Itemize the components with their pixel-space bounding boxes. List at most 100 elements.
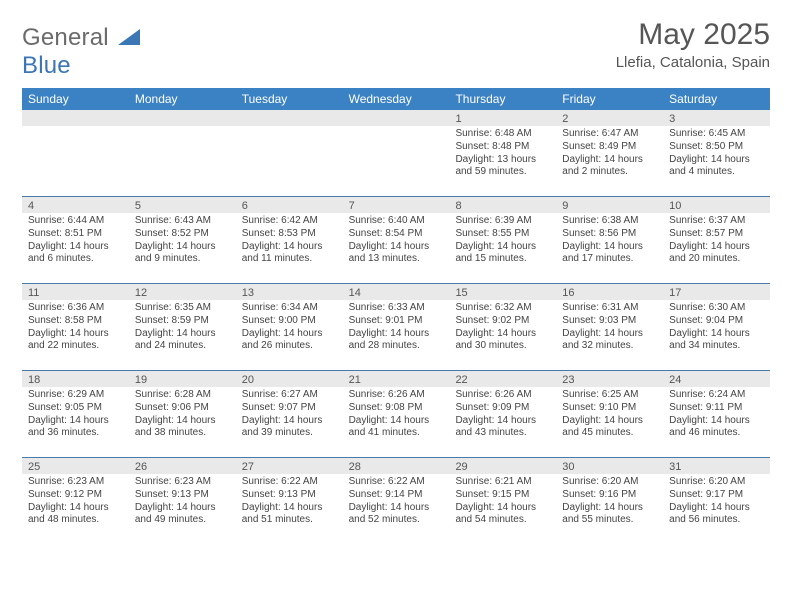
sunset-text: Sunset: 8:58 PM	[28, 315, 123, 328]
day-number: 21	[343, 371, 450, 387]
sunset-text: Sunset: 8:59 PM	[135, 315, 230, 328]
day-body: Sunrise: 6:29 AMSunset: 9:05 PMDaylight:…	[22, 387, 129, 444]
daylight-text: Daylight: 14 hours and 34 minutes.	[669, 328, 764, 354]
calendar-day: 13Sunrise: 6:34 AMSunset: 9:00 PMDayligh…	[236, 284, 343, 370]
calendar: Sunday Monday Tuesday Wednesday Thursday…	[22, 88, 770, 544]
sunset-text: Sunset: 9:01 PM	[349, 315, 444, 328]
sunrise-text: Sunrise: 6:24 AM	[669, 389, 764, 402]
sunset-text: Sunset: 9:11 PM	[669, 402, 764, 415]
day-body	[22, 126, 129, 132]
day-number: 26	[129, 458, 236, 474]
calendar-day: 28Sunrise: 6:22 AMSunset: 9:14 PMDayligh…	[343, 458, 450, 544]
calendar-day: 27Sunrise: 6:22 AMSunset: 9:13 PMDayligh…	[236, 458, 343, 544]
day-body	[343, 126, 450, 132]
sunrise-text: Sunrise: 6:25 AM	[562, 389, 657, 402]
day-body: Sunrise: 6:20 AMSunset: 9:17 PMDaylight:…	[663, 474, 770, 531]
daylight-text: Daylight: 14 hours and 20 minutes.	[669, 241, 764, 267]
day-body: Sunrise: 6:43 AMSunset: 8:52 PMDaylight:…	[129, 213, 236, 270]
daylight-text: Daylight: 14 hours and 43 minutes.	[455, 415, 550, 441]
sunrise-text: Sunrise: 6:48 AM	[455, 128, 550, 141]
sunset-text: Sunset: 8:49 PM	[562, 141, 657, 154]
logo-triangle-icon	[118, 29, 140, 45]
day-body: Sunrise: 6:36 AMSunset: 8:58 PMDaylight:…	[22, 300, 129, 357]
col-header: Sunday	[22, 88, 129, 110]
calendar-day: 7Sunrise: 6:40 AMSunset: 8:54 PMDaylight…	[343, 197, 450, 283]
sunset-text: Sunset: 8:48 PM	[455, 141, 550, 154]
calendar-day: 11Sunrise: 6:36 AMSunset: 8:58 PMDayligh…	[22, 284, 129, 370]
daylight-text: Daylight: 14 hours and 46 minutes.	[669, 415, 764, 441]
day-body: Sunrise: 6:33 AMSunset: 9:01 PMDaylight:…	[343, 300, 450, 357]
calendar-day: 19Sunrise: 6:28 AMSunset: 9:06 PMDayligh…	[129, 371, 236, 457]
day-body: Sunrise: 6:34 AMSunset: 9:00 PMDaylight:…	[236, 300, 343, 357]
day-number: 31	[663, 458, 770, 474]
daylight-text: Daylight: 14 hours and 11 minutes.	[242, 241, 337, 267]
calendar-day: 29Sunrise: 6:21 AMSunset: 9:15 PMDayligh…	[449, 458, 556, 544]
day-body: Sunrise: 6:42 AMSunset: 8:53 PMDaylight:…	[236, 213, 343, 270]
page-title: May 2025	[616, 18, 770, 52]
calendar-day: 30Sunrise: 6:20 AMSunset: 9:16 PMDayligh…	[556, 458, 663, 544]
sunrise-text: Sunrise: 6:39 AM	[455, 215, 550, 228]
day-number: 4	[22, 197, 129, 213]
sunset-text: Sunset: 9:15 PM	[455, 489, 550, 502]
sunset-text: Sunset: 8:55 PM	[455, 228, 550, 241]
day-number: 7	[343, 197, 450, 213]
sunrise-text: Sunrise: 6:23 AM	[135, 476, 230, 489]
daylight-text: Daylight: 13 hours and 59 minutes.	[455, 154, 550, 180]
sunset-text: Sunset: 9:12 PM	[28, 489, 123, 502]
calendar-day: 24 Sunrise: 6:24 AMSunset: 9:11 PMDayligh…	[663, 371, 770, 457]
daylight-text: Daylight: 14 hours and 13 minutes.	[349, 241, 444, 267]
sunset-text: Sunset: 9:07 PM	[242, 402, 337, 415]
calendar-day: 9Sunrise: 6:38 AMSunset: 8:56 PMDaylight…	[556, 197, 663, 283]
day-number: 10	[663, 197, 770, 213]
sunset-text: Sunset: 9:05 PM	[28, 402, 123, 415]
day-number: 14	[343, 284, 450, 300]
location-text: Llefia, Catalonia, Spain	[616, 54, 770, 71]
daylight-text: Daylight: 14 hours and 41 minutes.	[349, 415, 444, 441]
calendar-day: 5Sunrise: 6:43 AMSunset: 8:52 PMDaylight…	[129, 197, 236, 283]
calendar-day: 23Sunrise: 6:25 AMSunset: 9:10 PMDayligh…	[556, 371, 663, 457]
day-body: Sunrise: 6:20 AMSunset: 9:16 PMDaylight:…	[556, 474, 663, 531]
day-number: 11	[22, 284, 129, 300]
daylight-text: Daylight: 14 hours and 4 minutes.	[669, 154, 764, 180]
daylight-text: Daylight: 14 hours and 17 minutes.	[562, 241, 657, 267]
sunset-text: Sunset: 8:53 PM	[242, 228, 337, 241]
calendar-day: 12Sunrise: 6:35 AMSunset: 8:59 PMDayligh…	[129, 284, 236, 370]
daylight-text: Daylight: 14 hours and 38 minutes.	[135, 415, 230, 441]
calendar-day	[236, 110, 343, 196]
daylight-text: Daylight: 14 hours and 15 minutes.	[455, 241, 550, 267]
calendar-day: 22Sunrise: 6:26 AMSunset: 9:09 PMDayligh…	[449, 371, 556, 457]
calendar-day: 6Sunrise: 6:42 AMSunset: 8:53 PMDaylight…	[236, 197, 343, 283]
col-header: Thursday	[449, 88, 556, 110]
sunrise-text: Sunrise: 6:22 AM	[349, 476, 444, 489]
sunrise-text: Sunrise: 6:26 AM	[455, 389, 550, 402]
day-number: 29	[449, 458, 556, 474]
day-body: Sunrise: 6:30 AMSunset: 9:04 PMDaylight:…	[663, 300, 770, 357]
day-body	[129, 126, 236, 132]
day-body: Sunrise: 6:38 AMSunset: 8:56 PMDaylight:…	[556, 213, 663, 270]
daylight-text: Daylight: 14 hours and 54 minutes.	[455, 502, 550, 528]
day-number: 24	[663, 371, 770, 387]
title-block: May 2025 Llefia, Catalonia, Spain	[616, 18, 770, 71]
sunrise-text: Sunrise: 6:36 AM	[28, 302, 123, 315]
day-body: Sunrise: 6:45 AMSunset: 8:50 PMDaylight:…	[663, 126, 770, 183]
day-body: Sunrise: 6:39 AMSunset: 8:55 PMDaylight:…	[449, 213, 556, 270]
sunset-text: Sunset: 8:51 PM	[28, 228, 123, 241]
sunset-text: Sunset: 9:08 PM	[349, 402, 444, 415]
sunset-text: Sunset: 9:14 PM	[349, 489, 444, 502]
day-body: Sunrise: 6:26 AMSunset: 9:08 PMDaylight:…	[343, 387, 450, 444]
day-number: 6	[236, 197, 343, 213]
day-body	[236, 126, 343, 132]
day-number	[22, 110, 129, 126]
day-number: 13	[236, 284, 343, 300]
sunrise-text: Sunrise: 6:34 AM	[242, 302, 337, 315]
sunset-text: Sunset: 8:52 PM	[135, 228, 230, 241]
daylight-text: Daylight: 14 hours and 32 minutes.	[562, 328, 657, 354]
sunrise-text: Sunrise: 6:33 AM	[349, 302, 444, 315]
daylight-text: Daylight: 14 hours and 45 minutes.	[562, 415, 657, 441]
calendar-week: 11Sunrise: 6:36 AMSunset: 8:58 PMDayligh…	[22, 283, 770, 370]
day-body: Sunrise: 6:23 AMSunset: 9:13 PMDaylight:…	[129, 474, 236, 531]
day-body: Sunrise: 6:22 AMSunset: 9:14 PMDaylight:…	[343, 474, 450, 531]
sunset-text: Sunset: 9:06 PM	[135, 402, 230, 415]
day-body: Sunrise: 6:26 AMSunset: 9:09 PMDaylight:…	[449, 387, 556, 444]
day-body: Sunrise: 6:31 AMSunset: 9:03 PMDaylight:…	[556, 300, 663, 357]
